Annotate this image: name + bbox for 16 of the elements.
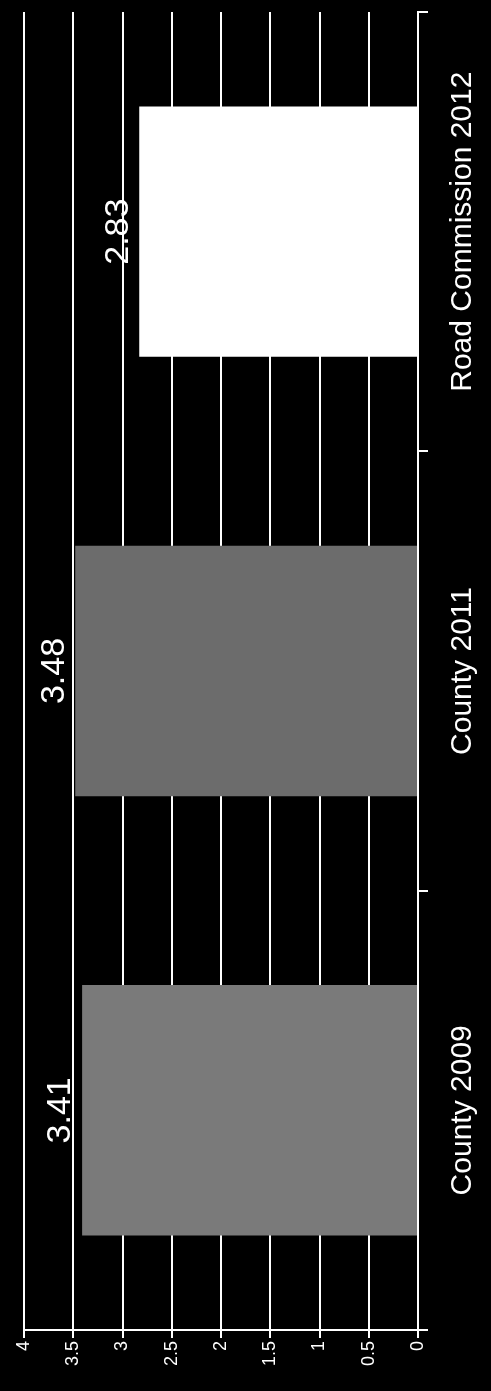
x-tick-label: 3.5: [62, 1340, 83, 1367]
y-tick-label: Road Commission 2012: [444, 71, 478, 392]
x-tick-label: 0.5: [357, 1340, 378, 1367]
x-tick-label: 2: [209, 1340, 230, 1351]
x-tick-label: 2.5: [160, 1340, 181, 1367]
x-tick-label: 4: [12, 1340, 33, 1351]
x-tick-label: 1: [308, 1340, 329, 1351]
data-label: 3.48: [32, 637, 71, 705]
y-tick-label: County 2009: [444, 1025, 478, 1196]
bar: [75, 545, 417, 797]
x-tick-label: 1.5: [259, 1340, 280, 1367]
data-label: 3.41: [39, 1077, 78, 1144]
bar: [82, 985, 417, 1236]
y-tick-label: County 2011: [444, 587, 478, 755]
x-tick-label: 0: [406, 1340, 427, 1351]
x-tick-label: 3: [111, 1340, 132, 1351]
